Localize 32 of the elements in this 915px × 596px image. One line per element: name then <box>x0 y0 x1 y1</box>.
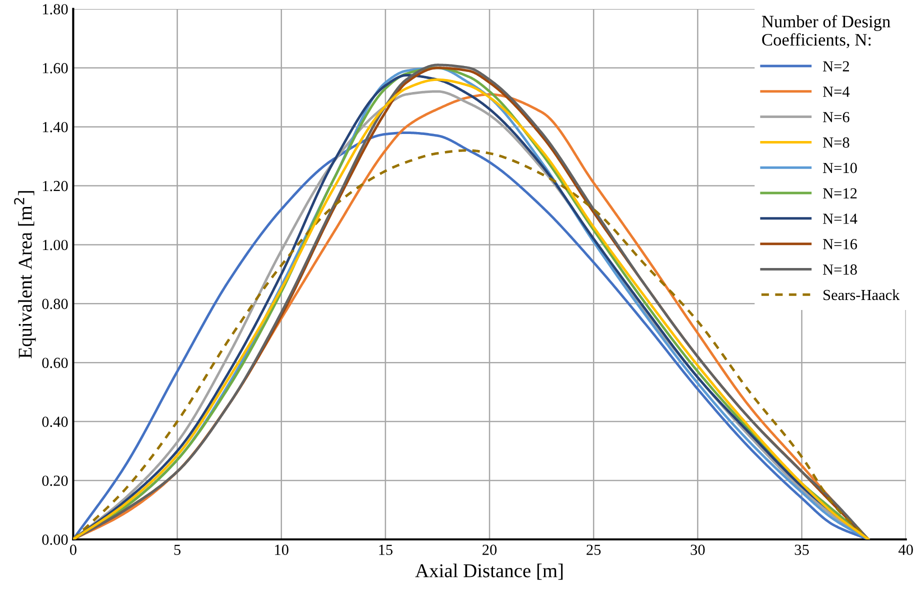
legend-title: Number of Design Coefficients, N: <box>762 15 890 48</box>
y-tick-label: 1.00 <box>42 240 68 250</box>
legend-label: N=16 <box>822 239 858 250</box>
y-axis-title: Equivalent Area [m$^{2}$] <box>14 191 36 358</box>
x-tick-label: 20 <box>482 544 497 555</box>
legend-label: N=6 <box>822 112 850 122</box>
y-tick-label: 1.40 <box>42 122 68 132</box>
legend-label: N=2 <box>822 61 849 72</box>
x-tick-label: 10 <box>275 544 288 555</box>
y-tick-label: 0.80 <box>42 298 68 310</box>
legend-label: N=4 <box>822 86 850 97</box>
y-tick-label: 1.60 <box>42 63 68 74</box>
legend-label: N=8 <box>822 137 850 148</box>
x-tick-label: 35 <box>794 544 809 555</box>
x-axis-title: Axial Distance [m] <box>415 564 563 580</box>
x-tick-label: 5 <box>174 544 181 555</box>
legend-label: N=18 <box>822 264 857 275</box>
x-tick-label: 40 <box>898 544 913 555</box>
legend-label: Sears-Haack <box>824 289 900 300</box>
y-tick-label: 1.20 <box>42 180 68 192</box>
x-tick-label: 30 <box>690 544 705 555</box>
x-tick-label: 25 <box>586 544 601 555</box>
y-tick-label: 0.60 <box>42 358 68 368</box>
y-tick-label: 0.20 <box>42 476 68 486</box>
y-tick-label: 0.00 <box>42 534 68 545</box>
y-tick-label: 0.40 <box>42 416 68 428</box>
x-tick-label: 15 <box>379 544 392 555</box>
legend-label: N=10 <box>822 162 857 174</box>
y-tick-label: 1.80 <box>42 4 68 14</box>
legend-label: N=12 <box>822 188 857 198</box>
legend-label: N=14 <box>822 214 858 224</box>
x-tick-label: 0 <box>70 544 76 555</box>
